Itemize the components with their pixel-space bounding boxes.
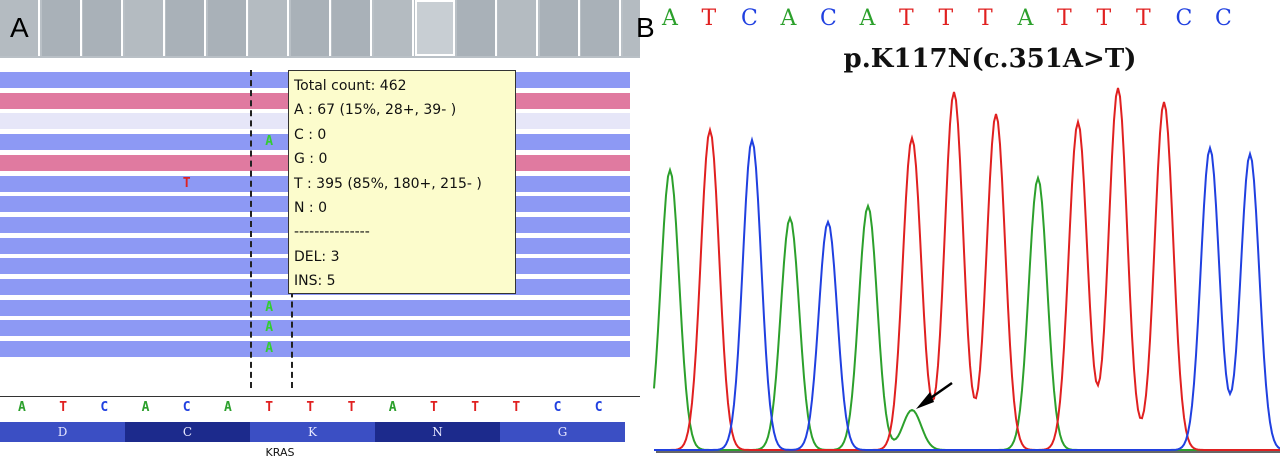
reference-base: T [59,400,68,415]
mutation-title: p.K117N(c.351A>T) [843,44,1137,74]
trace-base-call: C [820,6,837,31]
reference-base: T [471,400,480,415]
trace-base-call: A [780,6,797,31]
reference-base: C [100,400,109,415]
coverage-cell [332,0,372,56]
tooltip-line: --------------- [294,224,370,241]
mismatch-base: A [265,320,274,336]
reference-base: C [594,400,603,415]
gene-label: KRAS [265,446,295,459]
panel-label-b: B [636,12,655,43]
chromatogram-traces [653,87,1280,453]
read-row [0,320,630,337]
coverage-track [0,0,663,58]
coverage-cell [124,0,165,56]
read-row [0,341,630,358]
mismatch-base: A [265,134,274,150]
coverage-cell [166,0,206,56]
coverage-cell [0,0,40,56]
coverage-cell [290,0,331,56]
trace-t [654,87,1280,451]
trace-base-call: T [978,6,993,31]
tooltip-line: T : 395 (85%, 180+, 215- ) [294,175,482,192]
amino-acid-cell: N [375,422,500,442]
reference-base: T [306,400,315,415]
trace-c [654,136,1280,451]
amino-acid-cell: K [250,422,375,442]
trace-base-call: C [741,6,758,31]
amino-acid-cell: D [0,422,125,442]
reference-base: T [512,400,521,415]
trace-base-call: C [1215,6,1232,31]
mismatch-base: T [182,175,191,191]
reference-base: A [18,400,26,415]
coverage-cell [249,0,289,56]
coverage-cell [207,0,248,56]
reference-base: A [224,400,232,415]
coverage-cell [456,0,497,56]
coverage-cell [539,0,580,56]
coverage-cell [41,0,82,56]
mismatch-base: A [265,341,274,357]
reference-base: C [553,400,562,415]
trace-base-call: T [701,6,717,31]
coverage-cell [498,0,538,56]
tooltip-line: DEL: 3 [294,248,340,265]
trace-base-call: T [1136,6,1151,31]
allele-count-tooltip: Total count: 462 A : 67 (15%, 28+, 39- ) C… [288,70,516,294]
reference-base: T [347,400,356,415]
reference-base: T [265,400,274,415]
reference-base: A [141,400,150,415]
trace-base-call: C [1175,6,1193,31]
tooltip-line: N : 0 [294,199,327,216]
mutation-arrowhead [916,392,934,409]
tooltip-line: G : 0 [294,151,328,168]
trace-base-call: T [1096,6,1112,31]
panel-label-a: A [10,12,29,43]
coverage-cell [581,0,621,56]
trace-base-call: T [1057,6,1072,31]
coverage-cell [415,0,455,56]
tooltip-line: INS: 5 [294,273,336,290]
amino-acid-cell: G [500,422,625,442]
reference-base: T [430,400,438,415]
trace-base-call: T [938,6,954,31]
trace-base-call: A [1017,6,1034,31]
trace-base-call: A [662,6,678,31]
reference-base: A [388,400,397,415]
amino-acid-cell: C [125,422,250,442]
position-guide-left [250,70,252,388]
coverage-cell [373,0,414,56]
mismatch-base: A [265,299,274,315]
tooltip-line: A : 67 (15%, 28+, 39- ) [294,102,457,119]
trace-base-call: A [859,6,876,31]
tooltip-line: C : 0 [294,126,327,143]
coverage-cell [83,0,123,56]
tooltip-line: Total count: 462 [294,78,407,94]
trace-base-call: T [899,6,914,31]
read-row [0,299,630,316]
reference-base: C [182,400,191,415]
